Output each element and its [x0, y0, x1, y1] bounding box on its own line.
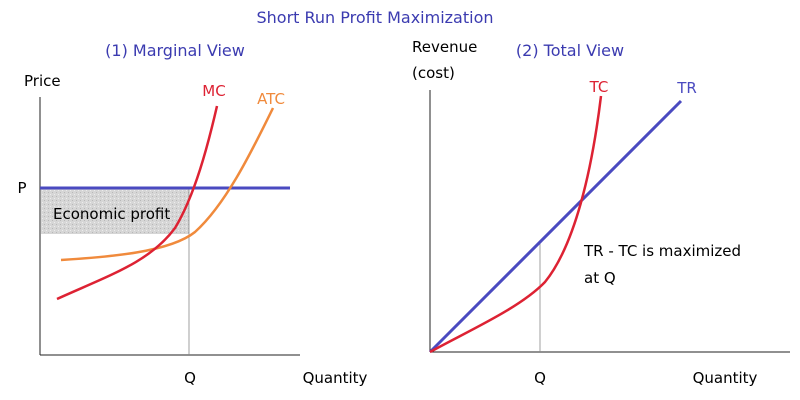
panel-total-view: (2) Total View Revenue (cost) TC TR TR -…	[412, 38, 790, 387]
y-tick-p: P	[17, 179, 26, 197]
y-axis-label-line2: (cost)	[412, 64, 455, 82]
tc-curve	[429, 95, 603, 354]
x-tick-q: Q	[184, 369, 196, 387]
atc-label: ATC	[257, 90, 285, 108]
annotation-line2: at Q	[584, 269, 616, 287]
panel-subtitle: (2) Total View	[516, 41, 624, 60]
x-axis-label: Quantity	[303, 369, 368, 387]
economic-profit-area	[41, 189, 189, 234]
atc-curve	[60, 107, 275, 262]
y-axis-label: Price	[24, 72, 61, 90]
economic-profit-label: Economic profit	[53, 205, 170, 223]
mc-label: MC	[202, 82, 225, 100]
chart-title: Short Run Profit Maximization	[256, 8, 493, 27]
annotation-line1: TR - TC is maximized	[583, 242, 741, 260]
panel-marginal-view: (1) Marginal View Price MC ATC Economic …	[17, 41, 367, 387]
x-tick-q: Q	[534, 369, 546, 387]
x-axis-label: Quantity	[693, 369, 758, 387]
mc-curve	[56, 105, 219, 301]
tr-line	[428, 99, 683, 354]
panel-subtitle: (1) Marginal View	[105, 41, 245, 60]
tr-label: TR	[676, 79, 697, 97]
y-axis-label-line1: Revenue	[412, 38, 477, 56]
tc-label: TC	[589, 78, 609, 96]
